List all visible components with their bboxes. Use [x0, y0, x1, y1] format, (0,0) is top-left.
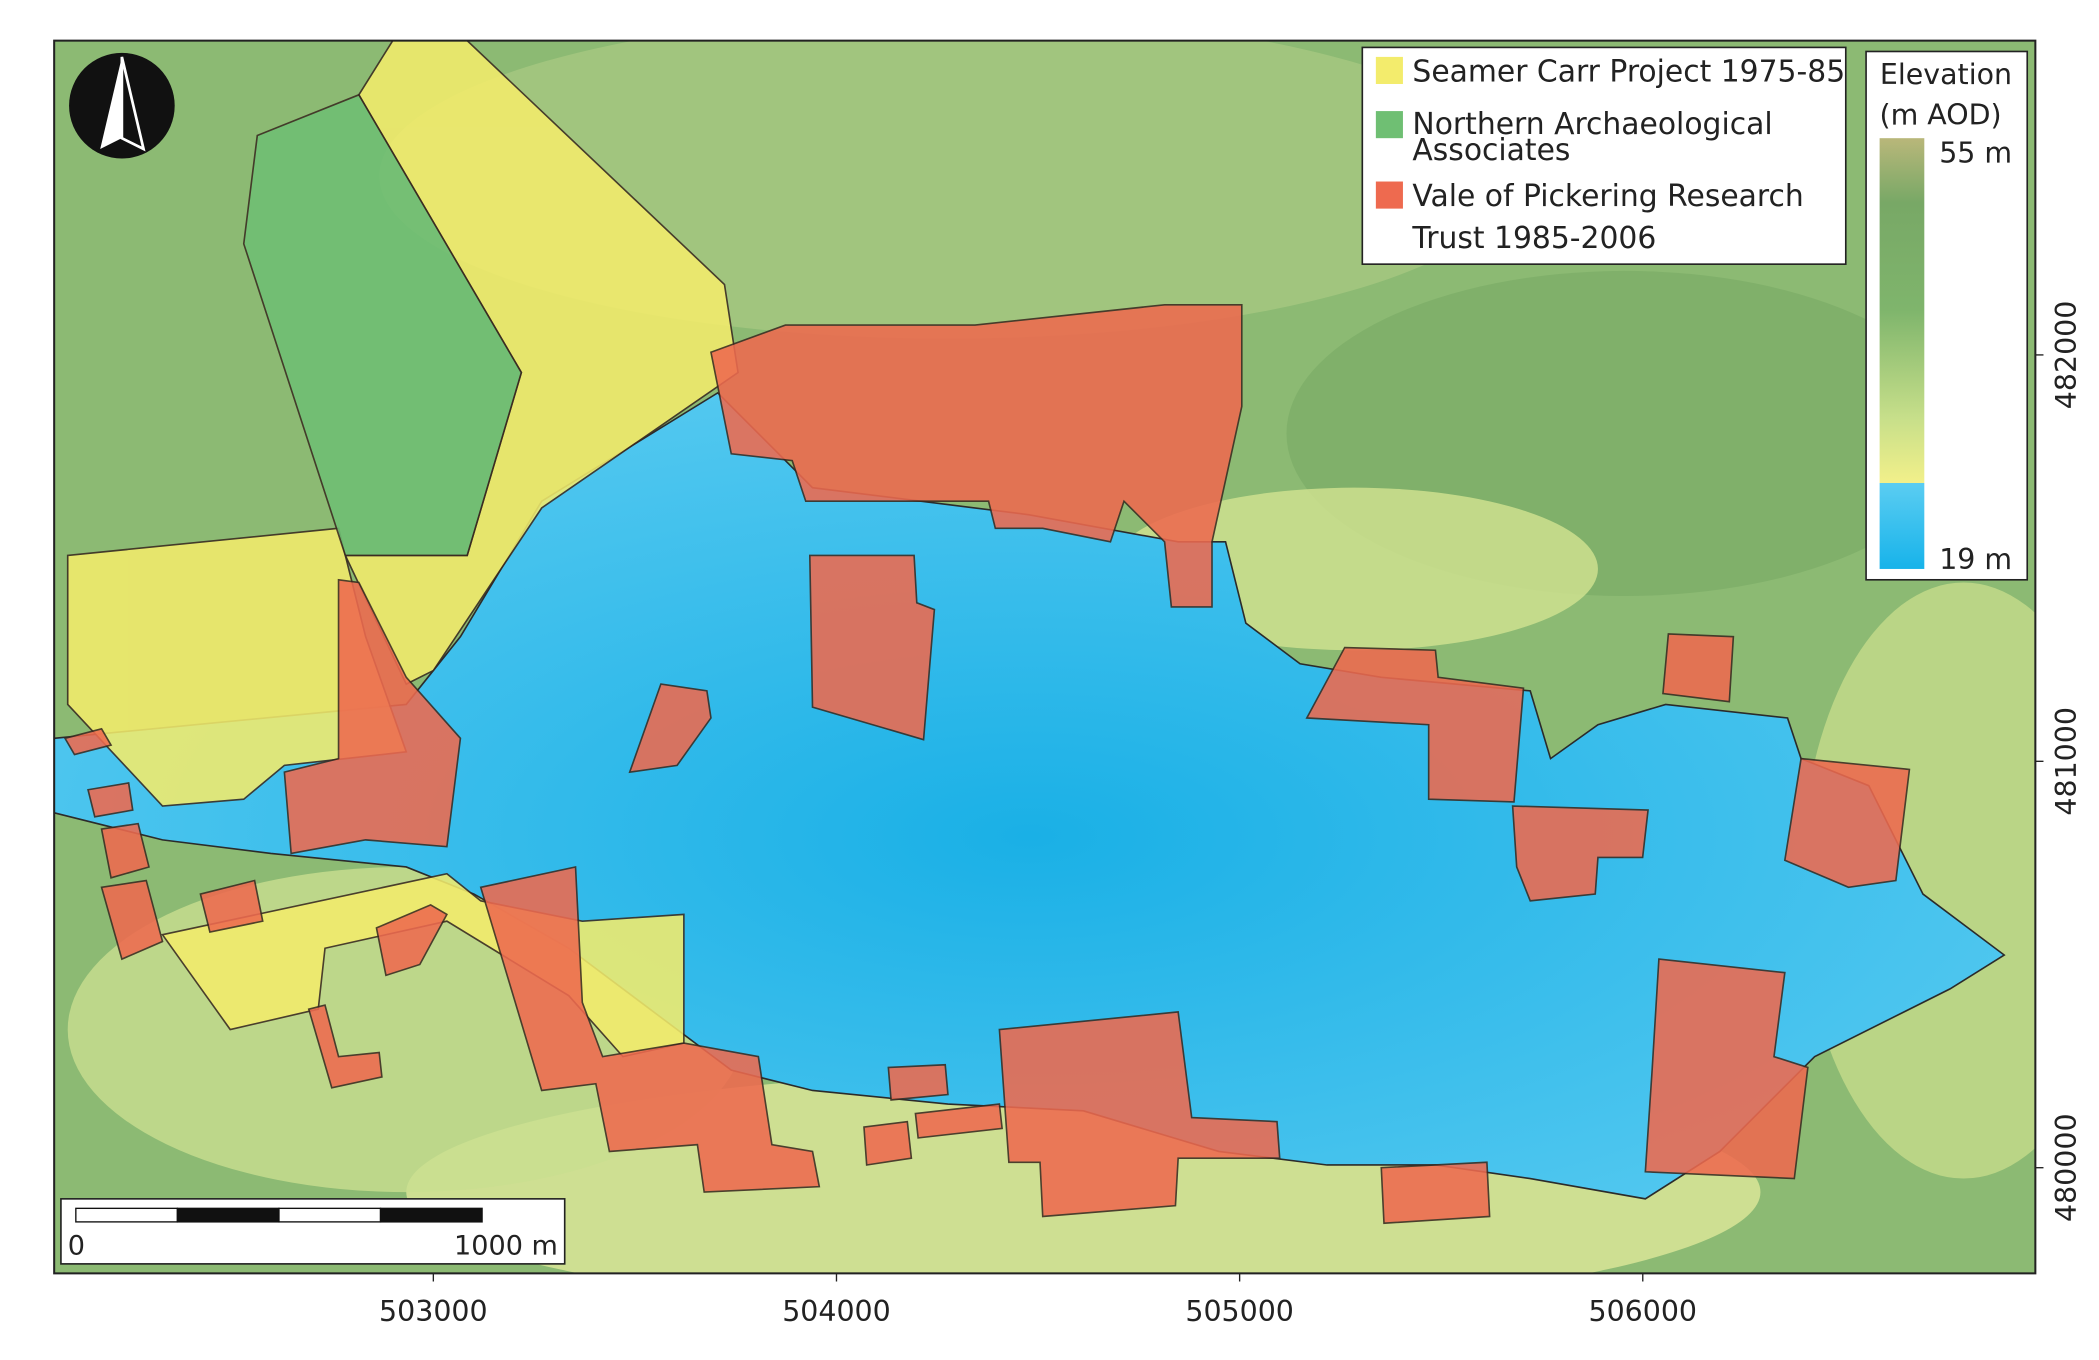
y-tick-label: 482000	[2050, 301, 2083, 410]
legend-label: Seamer Carr Project 1975-85	[1412, 54, 1845, 89]
axes: 503000 504000 505000 506000 482000 481000 4800…	[379, 301, 2083, 1328]
elevation-title: Elevation	[1880, 58, 2012, 91]
site	[87, 782, 134, 818]
x-tick-label: 503000	[379, 1295, 488, 1328]
x-tick-label: 506000	[1589, 1295, 1698, 1328]
site	[1511, 805, 1649, 902]
legend-swatch	[1375, 111, 1403, 139]
site	[375, 903, 448, 977]
site	[242, 93, 523, 557]
legend-swatch	[1375, 181, 1403, 209]
site	[710, 303, 1243, 608]
site	[1662, 633, 1735, 703]
legend-label: Associates	[1412, 133, 1570, 168]
legend: Seamer Carr Project 1975-85 Northern Arc…	[1361, 46, 1847, 265]
site	[100, 879, 164, 961]
legend-label: Trust 1985-2006	[1411, 221, 1656, 256]
x-tick-label: 504000	[782, 1295, 891, 1328]
y-tick-label: 481000	[2050, 707, 2083, 816]
site	[887, 1063, 949, 1101]
north-arrow	[69, 52, 175, 159]
elevation-min: 19 m	[1939, 543, 2012, 576]
site	[998, 1011, 1281, 1218]
site	[199, 879, 264, 933]
legend-swatch	[1375, 56, 1403, 84]
scale-label: 1000 m	[454, 1230, 558, 1261]
site	[100, 822, 150, 879]
site	[1305, 646, 1525, 803]
map-frame	[53, 39, 2037, 1275]
legend-label: Vale of Pickering Research	[1412, 179, 1803, 214]
elevation-title: (m AOD)	[1879, 99, 2001, 132]
site	[914, 1103, 1004, 1139]
site	[63, 727, 113, 756]
elevation-legend: Elevation (m AOD) 55 m 19 m	[1865, 50, 2029, 581]
site	[808, 554, 936, 741]
legend-label: Northern Archaeological	[1412, 107, 1772, 142]
elevation-max: 55 m	[1939, 137, 2012, 170]
x-tick-label: 505000	[1185, 1295, 1294, 1328]
site	[479, 865, 821, 1193]
site	[1783, 757, 1911, 889]
site	[1644, 958, 1809, 1180]
site	[283, 578, 462, 855]
scale-label: 0	[68, 1230, 85, 1261]
site	[307, 1004, 383, 1089]
elevation-ramp	[1879, 138, 1925, 569]
site	[863, 1120, 913, 1166]
scale-bar: 0 1000 m	[60, 1198, 566, 1265]
site	[1380, 1161, 1491, 1225]
site	[628, 683, 712, 774]
y-tick-label: 480000	[2050, 1113, 2083, 1222]
